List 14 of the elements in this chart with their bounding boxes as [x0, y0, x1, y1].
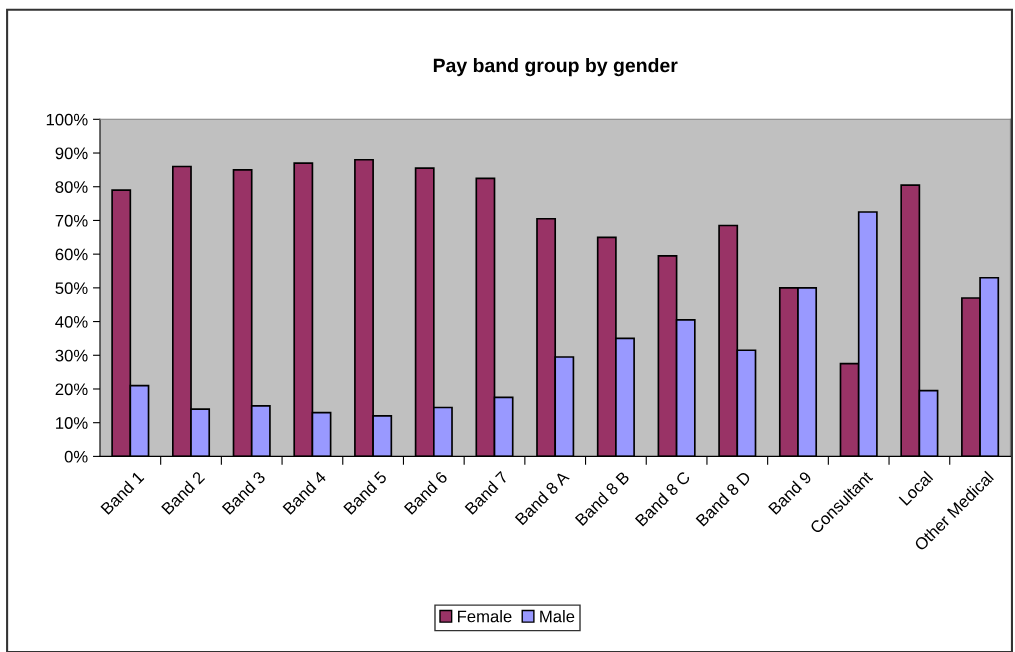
- y-tick-label: 80%: [55, 181, 88, 193]
- y-tick-label: 100%: [46, 113, 88, 126]
- y-tick-label: 0%: [64, 450, 88, 463]
- y-tick-label: 60%: [55, 248, 88, 261]
- y-tick-label: 50%: [55, 282, 88, 295]
- y-tick-label: 40%: [55, 315, 88, 328]
- y-tick-label: 10%: [56, 417, 88, 429]
- y-tick-label: 20%: [55, 383, 88, 396]
- chart-title: Pay band group by gender: [433, 58, 678, 77]
- y-tick-label: 90%: [55, 147, 88, 160]
- legend-label: Female: [458, 610, 512, 623]
- y-tick-label: 70%: [55, 214, 88, 227]
- y-tick-label: 30%: [55, 349, 88, 362]
- legend-label: Male: [540, 610, 575, 623]
